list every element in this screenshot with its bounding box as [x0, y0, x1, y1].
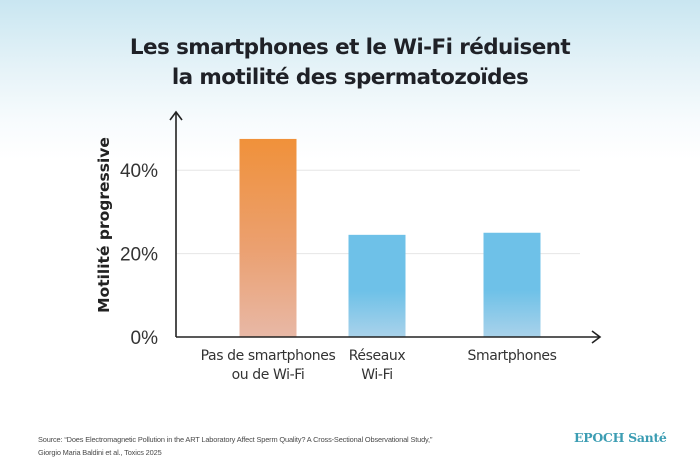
- x-tick-label: ou de Wi-Fi: [232, 367, 305, 383]
- source-line-1: Source: “Does Electromagnetic Pollution …: [38, 435, 433, 444]
- source-citation: Source: “Does Electromagnetic Pollution …: [38, 433, 432, 459]
- axes: [169, 110, 602, 344]
- chart-title: Les smartphones et le Wi-Fi réduisent la…: [0, 33, 700, 93]
- bars: [239, 138, 541, 337]
- bar: [348, 234, 406, 337]
- x-tick-label: Réseaux: [349, 348, 406, 364]
- y-tick-label: 20%: [120, 245, 158, 266]
- source-line-2: Giorgio Maria Baldini et al., Toxics 202…: [38, 448, 162, 457]
- bar: [483, 232, 541, 337]
- x-tick-label: Pas de smartphones: [201, 348, 336, 364]
- x-axis-arrow-icon: [591, 330, 602, 344]
- y-axis-label: Motilité progressive: [95, 137, 113, 313]
- brand-logo: EPOCH Santé: [574, 430, 667, 445]
- bar: [239, 138, 297, 337]
- chart-title-line-2: la motilité des spermatozoïdes: [171, 65, 529, 90]
- chart-title-line-1: Les smartphones et le Wi-Fi réduisent: [129, 35, 571, 60]
- x-tick-label: Smartphones: [467, 348, 556, 364]
- y-tick-label: 40%: [120, 161, 158, 182]
- y-tick-label: 0%: [131, 328, 159, 349]
- y-axis-arrow-icon: [169, 110, 183, 121]
- x-tick-label: Wi-Fi: [361, 367, 392, 383]
- y-tick-labels: 0% 20% 40%: [120, 161, 158, 349]
- x-tick-labels: Pas de smartphones ou de Wi-Fi Réseaux Wi-F…: [201, 348, 557, 383]
